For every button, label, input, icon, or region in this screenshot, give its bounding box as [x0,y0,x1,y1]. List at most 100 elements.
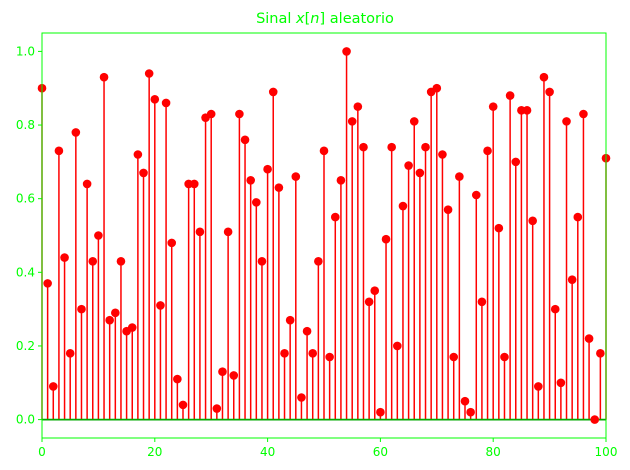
stem-marker [297,393,306,402]
stem-marker [302,326,312,336]
stem-marker [409,117,419,126]
stem-marker [178,400,188,410]
stem-marker [167,238,177,248]
stem-marker [161,98,171,108]
stem-marker [393,341,402,351]
y-tick-label: 0.2 [16,339,35,353]
y-axis: 0.0 0.2 0.4 0.6 0.8 1.0 [16,44,42,427]
stem-marker [460,396,470,406]
stem-marker [528,216,537,226]
stem-marker [511,157,521,167]
chart-title: Sinal x[n] aleatorio [256,11,394,27]
stem-marker [325,352,334,362]
title-bracket-close: ] [320,11,326,27]
stem-marker [596,349,605,358]
stem-marker [235,109,244,119]
y-tick-label: 1.0 [16,44,35,58]
stem-marker [139,168,148,178]
stem-marker [500,352,509,362]
y-tick-label: 0.4 [16,265,35,279]
stem-marker [111,308,120,318]
stem-marker [314,256,323,266]
x-tick-label: 100 [595,445,618,459]
stem-marker [274,183,284,192]
stem-marker [116,256,126,266]
stem-marker [319,146,329,156]
stem-marker [65,349,75,358]
stem-marker [94,231,103,240]
stem-marker [99,72,109,82]
stem-marker [280,349,289,358]
x-tick-label: 60 [373,445,388,459]
stem-marker [43,279,52,288]
x-tick-label: 80 [486,445,501,459]
stem-marker [268,87,278,97]
stem-marker [387,142,396,152]
stem-marker [156,301,165,310]
stem-marker [432,83,442,93]
stem-marker [263,164,272,174]
title-bracket-open: [ [305,11,311,27]
stem-marker [590,415,600,424]
stem-marker [562,117,571,126]
stem-marker [477,297,487,307]
stem-marker [291,172,301,181]
stem-marker [359,142,368,152]
stem-marker [404,161,413,170]
stem-marker [206,109,216,119]
stem-marker [77,304,86,314]
stem-marker [54,146,64,156]
stem-marker [471,190,481,200]
stem-marker [246,175,255,185]
title-index: n [310,11,319,27]
title-prefix: Sinal [256,11,296,27]
y-tick-label: 0.0 [16,413,35,427]
stem-marker [127,323,137,332]
stem-marker [449,352,459,362]
stem-marker [353,102,363,111]
stem-marker [505,91,515,100]
stem-marker [539,72,549,82]
x-axis: 0 20 40 60 80 100 [38,438,617,459]
stem-marker [550,304,560,314]
stem-marker [421,142,430,152]
stem-marker [545,87,554,97]
x-tick-label: 20 [147,445,162,459]
title-suffix: aleatorio [325,11,394,27]
stem-marker [218,367,227,377]
stem-marker [370,286,380,296]
stem-marker [556,378,566,388]
axes-frame [41,32,607,439]
plot-area [37,47,611,424]
stem-marker [257,256,267,266]
stem-marker [105,315,114,325]
stem-marker [240,135,250,145]
stem-marker [398,201,408,211]
stem-marker [494,223,504,233]
stem-marker [483,146,492,156]
stem-marker [466,407,475,417]
stem-marker [438,150,447,159]
stem-marker [150,94,160,104]
stem-marker [173,374,182,384]
stem-marker [60,253,69,262]
x-tick-label: 40 [260,445,275,459]
stem-marker [252,198,261,207]
stem-marker [48,382,58,391]
stem-marker [71,128,81,137]
stem-marker [285,315,295,325]
stem-marker [342,47,351,56]
stem-marker [347,117,357,126]
y-tick-label: 0.6 [16,192,35,206]
stem-marker [330,212,340,222]
x-tick-label: 0 [38,445,46,459]
stem-marker [584,334,594,343]
stem-marker [82,179,92,189]
stem-marker [229,371,239,380]
stem-marker [567,275,577,284]
stem-marker [336,175,346,185]
stem-marker [144,69,154,78]
stem-marker [488,102,498,111]
stem-marker [376,407,385,417]
